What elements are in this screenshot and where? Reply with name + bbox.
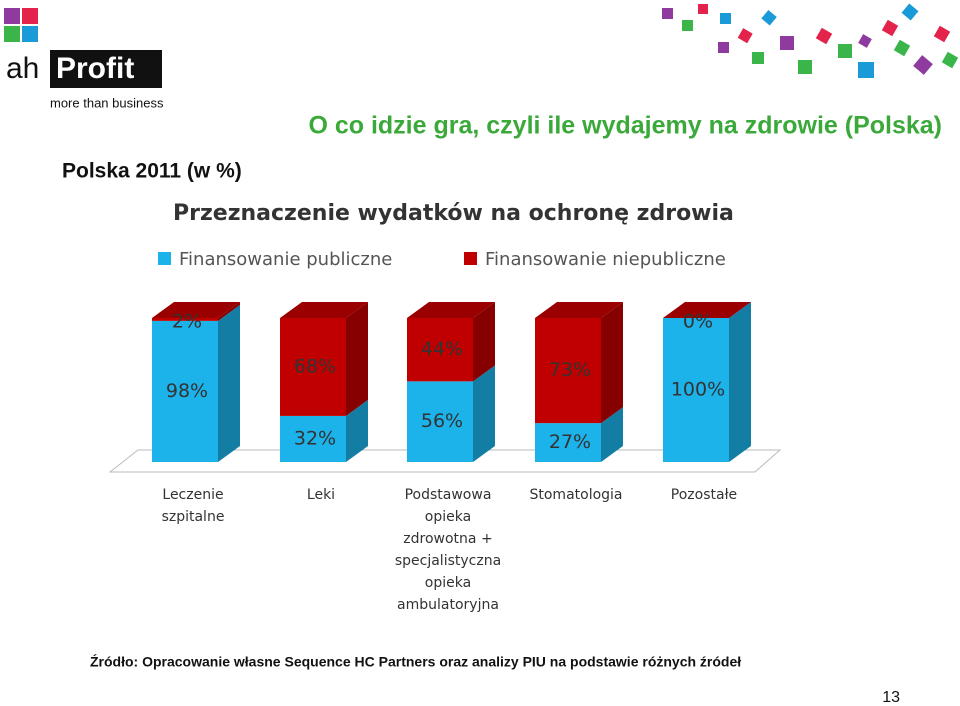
bar-side — [218, 304, 240, 462]
bar-segment — [535, 318, 601, 424]
data-label: 73% — [549, 359, 591, 381]
bar-segment — [407, 318, 473, 382]
data-label: 68% — [294, 355, 336, 377]
bar-side — [601, 302, 623, 424]
page-number: 13 — [882, 689, 900, 706]
bar-segment — [663, 318, 729, 462]
bar-segment — [280, 318, 346, 416]
bar-side — [729, 302, 751, 462]
bar-segment — [280, 415, 346, 462]
legend-label: Finansowanie niepubliczne — [485, 249, 726, 270]
data-label: 98% — [166, 380, 208, 402]
legend-swatch — [464, 252, 477, 265]
data-label: 56% — [421, 410, 463, 432]
bar-segment — [152, 318, 218, 321]
bar-side — [346, 302, 368, 416]
subtitle: Polska 2011 (w %) — [62, 160, 242, 183]
bar-side — [218, 302, 240, 321]
legend-label: Finansowanie publiczne — [179, 249, 392, 270]
bar-top — [407, 302, 495, 318]
slide-title: O co idzie gra, czyli ile wydajemy na zd… — [308, 112, 942, 140]
logo-square — [4, 26, 20, 42]
data-label: 32% — [294, 427, 336, 449]
bar-side — [473, 302, 495, 382]
legend-swatch — [158, 252, 171, 265]
data-label: 27% — [549, 431, 591, 453]
chart-title: Przeznaczenie wydatków na ochronę zdrowi… — [173, 201, 734, 226]
x-tick-label: Stomatologia — [529, 487, 623, 503]
x-tick-label: Leki — [306, 487, 336, 503]
bar-top — [663, 302, 751, 318]
bar-segment — [152, 320, 218, 462]
bar-side — [473, 365, 495, 462]
x-tick-label: Pozostałe — [670, 487, 738, 503]
logo-name: Profit — [56, 52, 134, 85]
logo-square — [22, 8, 38, 24]
x-tick-label: Leczenie szpitalne — [161, 487, 225, 525]
logo-square — [4, 8, 20, 24]
data-label: 44% — [421, 338, 463, 360]
bar-segment — [407, 381, 473, 462]
bar-top — [152, 302, 240, 318]
bar-side — [601, 407, 623, 462]
bar-top — [535, 302, 623, 318]
data-label: 100% — [671, 379, 725, 401]
logo-box — [50, 50, 162, 88]
x-tick-label: Podstawowa opieka zdrowotna + specjalist… — [394, 487, 502, 613]
decoration — [662, 3, 959, 78]
source-note: Źródło: Opracowanie własne Sequence HC P… — [90, 654, 741, 670]
bar-segment — [535, 423, 601, 462]
data-label: 2% — [172, 311, 202, 333]
bar-side — [346, 399, 368, 462]
logo-square — [22, 26, 38, 42]
data-label: 0% — [683, 311, 713, 333]
logo-prefix: ah — [6, 52, 39, 85]
bar-top — [280, 302, 368, 318]
logo-tagline: more than business — [50, 95, 164, 110]
